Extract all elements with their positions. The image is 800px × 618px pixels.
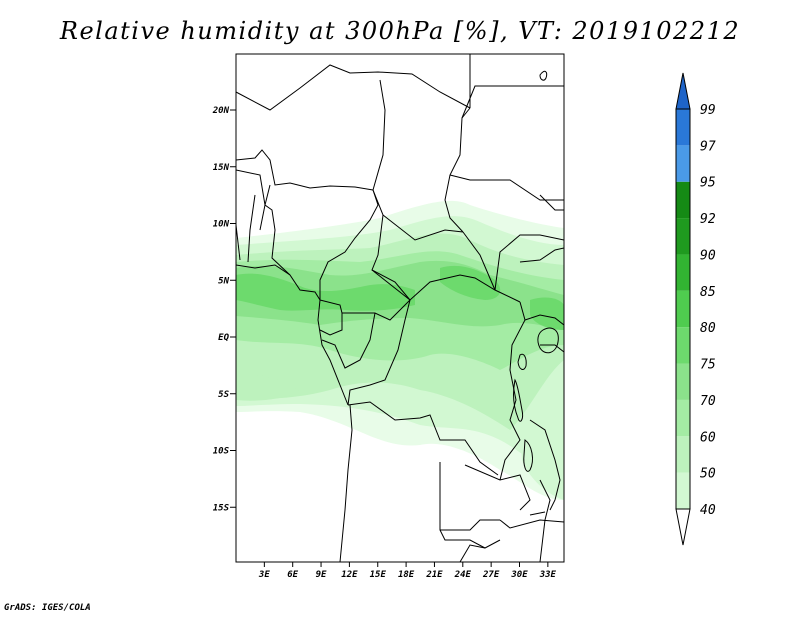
lat-label: 5S	[218, 390, 229, 400]
lon-label: 3E	[258, 570, 270, 580]
lakes	[513, 70, 559, 516]
colorbar-box	[676, 218, 690, 255]
colorbar-label: 95	[700, 176, 716, 191]
colorbar-label: 92	[700, 212, 716, 227]
colorbar-lower-arrow	[675, 508, 691, 546]
latitude-labels: 20N 15N 10N 5N EQ 5S 10S 15S	[212, 106, 236, 513]
lon-label: 18E	[398, 570, 415, 580]
colorbar-box	[676, 436, 690, 473]
lat-label: 5N	[218, 276, 229, 286]
colorbar-label: 90	[700, 248, 716, 263]
colorbar-label: 60	[700, 430, 716, 445]
lon-label: 33E	[539, 570, 557, 580]
lat-label: 10N	[213, 220, 230, 230]
colorbar-box	[676, 399, 690, 437]
grads-credit: GrADS: IGES/COLA	[4, 603, 91, 613]
lon-label: 21E	[425, 570, 443, 580]
longitude-labels: 3E 6E 9E 12E 15E 18E 21E 24E 27E 30E 33E	[258, 562, 557, 580]
colorbar-box	[676, 363, 690, 400]
colorbar-label: 75	[700, 358, 716, 373]
lon-label: 15E	[370, 570, 387, 580]
colorbar-box	[676, 181, 690, 219]
map-title: Relative humidity at 300hPa [%], VT: 201…	[59, 17, 741, 45]
lon-label: 12E	[341, 570, 358, 580]
lon-label: 30E	[510, 570, 528, 580]
colorbar-label: 80	[700, 321, 716, 336]
colorbar-upper-arrow	[675, 72, 691, 110]
colorbar-box	[676, 472, 690, 509]
colorbar-label: 50	[700, 467, 716, 482]
lon-label: 24E	[454, 570, 472, 580]
colorbar-label: 85	[700, 285, 716, 300]
colorbar: 40 50 60 70 75 80 85 90 92 95 97 99	[675, 72, 716, 546]
colorbar-box	[676, 290, 690, 328]
colorbar-box	[676, 327, 690, 364]
map-frame	[235, 53, 565, 563]
colorbar-label: 99	[700, 103, 716, 118]
colorbar-box	[676, 109, 690, 146]
colorbar-label: 97	[700, 139, 716, 154]
lat-label: 15N	[213, 163, 230, 173]
country-borders	[236, 54, 564, 562]
lat-label: EQ	[218, 333, 229, 343]
humidity-field	[236, 200, 564, 501]
colorbar-box	[676, 145, 690, 182]
lat-label: 20N	[212, 106, 230, 116]
lon-label: 6E	[287, 570, 298, 580]
lat-label: 15S	[213, 503, 230, 513]
lat-label: 10S	[213, 447, 230, 457]
colorbar-box	[676, 254, 690, 291]
lon-label: 27E	[482, 570, 500, 580]
colorbar-label: 40	[700, 503, 716, 518]
lon-label: 9E	[316, 570, 327, 580]
colorbar-label: 70	[700, 394, 716, 409]
